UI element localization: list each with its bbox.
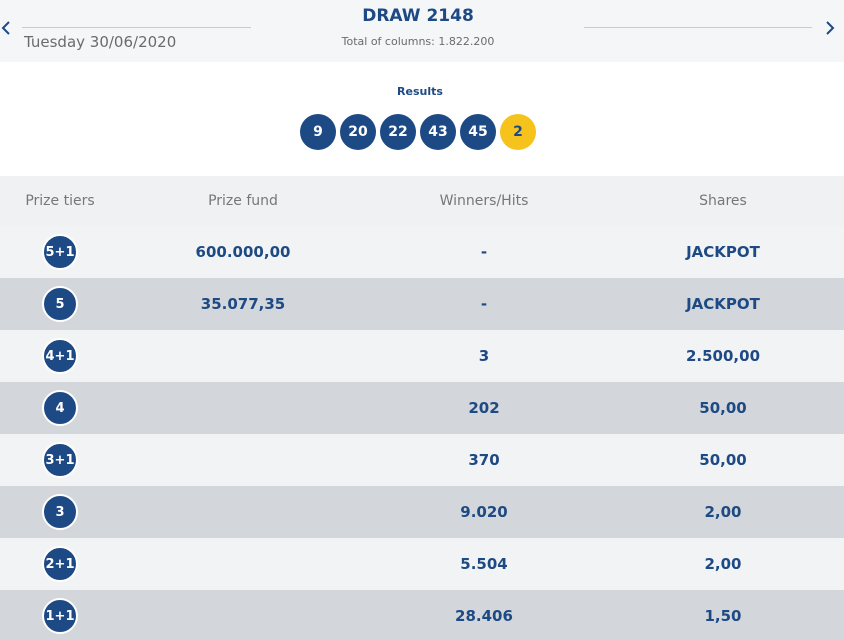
shares-cell: 50,00 <box>699 399 747 417</box>
winners-cell: 370 <box>468 451 500 469</box>
tier-badge: 1+1 <box>42 598 78 634</box>
prize-fund-cell: 600.000,00 <box>195 243 291 261</box>
divider <box>22 27 251 28</box>
chevron-left-icon[interactable] <box>0 17 12 39</box>
bonus-ball: 2 <box>500 114 536 150</box>
shares-cell: 1,50 <box>704 607 742 625</box>
result-ball: 22 <box>380 114 416 150</box>
draw-title: DRAW 2148 <box>362 6 474 26</box>
results-label: Results <box>397 85 443 98</box>
draw-header: Tuesday 30/06/2020 DRAW 2148 Total of co… <box>0 0 844 62</box>
header-shares: Shares <box>699 193 747 209</box>
winners-cell: 9.020 <box>460 503 508 521</box>
table-row: 3 9.020 2,00 <box>0 486 844 538</box>
shares-cell: 2.500,00 <box>685 347 761 365</box>
total-columns: Total of columns: 1.822.200 <box>341 35 495 48</box>
prize-table: Prize tiers Prize fund Winners/Hits Shar… <box>0 176 844 640</box>
winners-cell: 28.406 <box>455 607 513 625</box>
tier-badge: 4 <box>42 390 78 426</box>
shares-cell: JACKPOT <box>686 243 760 261</box>
result-ball: 20 <box>340 114 376 150</box>
shares-cell: 2,00 <box>704 555 742 573</box>
prize-fund-cell: 35.077,35 <box>200 295 286 313</box>
table-row: 4 202 50,00 <box>0 382 844 434</box>
winners-cell: - <box>480 295 488 313</box>
result-balls: 9 20 22 43 45 2 <box>300 114 536 150</box>
table-row: 4+1 3 2.500,00 <box>0 330 844 382</box>
winners-cell: - <box>480 243 488 261</box>
shares-cell: 2,00 <box>704 503 742 521</box>
table-row: 2+1 5.504 2,00 <box>0 538 844 590</box>
header-prize-tiers: Prize tiers <box>25 193 95 209</box>
table-row: 1+1 28.406 1,50 <box>0 590 844 640</box>
table-header: Prize tiers Prize fund Winners/Hits Shar… <box>0 176 844 226</box>
tier-badge: 4+1 <box>42 338 78 374</box>
chevron-right-icon[interactable] <box>824 17 836 39</box>
table-row: 5+1 600.000,00 - JACKPOT <box>0 226 844 278</box>
tier-badge: 2+1 <box>42 546 78 582</box>
winners-cell: 3 <box>478 347 490 365</box>
result-ball: 43 <box>420 114 456 150</box>
result-ball: 9 <box>300 114 336 150</box>
tier-badge: 3+1 <box>42 442 78 478</box>
header-winners: Winners/Hits <box>439 193 529 209</box>
tier-badge: 5+1 <box>42 234 78 270</box>
tier-badge: 3 <box>42 494 78 530</box>
winners-cell: 202 <box>468 399 500 417</box>
shares-cell: 50,00 <box>699 451 747 469</box>
divider <box>584 27 812 28</box>
tier-badge: 5 <box>42 286 78 322</box>
shares-cell: JACKPOT <box>686 295 760 313</box>
winners-cell: 5.504 <box>460 555 508 573</box>
result-ball: 45 <box>460 114 496 150</box>
header-prize-fund: Prize fund <box>208 193 278 209</box>
table-row: 3+1 370 50,00 <box>0 434 844 486</box>
table-row: 5 35.077,35 - JACKPOT <box>0 278 844 330</box>
draw-date: Tuesday 30/06/2020 <box>24 33 177 51</box>
